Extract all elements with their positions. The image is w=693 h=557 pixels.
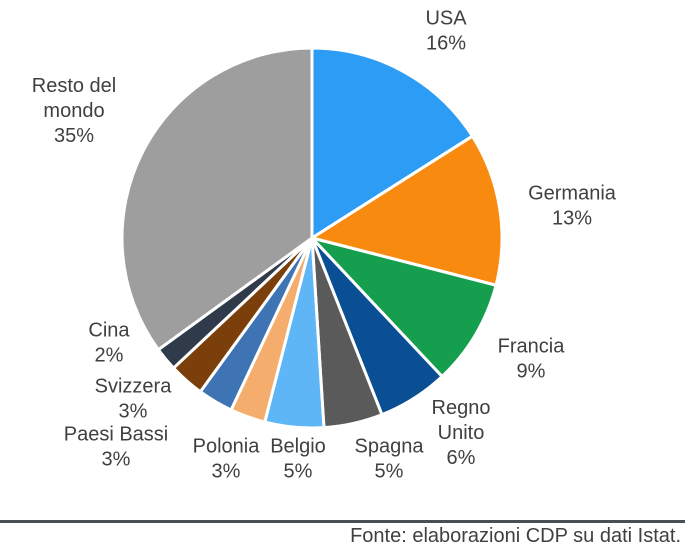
slice-label-svizzera: Svizzera 3% — [95, 376, 173, 423]
pie-slice-resto-del-mondo — [120, 46, 314, 352]
pie-slices — [120, 46, 504, 430]
pie-slice-germania — [310, 134, 504, 287]
slice-label-paesi-bassi: Paesi Bassi 3% — [64, 424, 169, 471]
slice-label-belgio: Belgio 5% — [270, 436, 326, 483]
slice-label-francia: Francia 9% — [498, 336, 566, 383]
pie-slice-usa — [310, 46, 474, 240]
slice-label-spagna: Spagna 5% — [355, 436, 425, 483]
source-note: Fonte: elaborazioni CDP su dati Istat. — [350, 525, 681, 547]
slice-label-cina: Cina 2% — [88, 320, 130, 367]
slice-label-resto-del-mondo: Resto del mondo 35% — [32, 75, 117, 147]
slice-label-usa: USA 16% — [425, 8, 467, 55]
pie-chart: USA 16% Germania 13% Francia 9%Regno Unito 6%Sp… — [32, 8, 617, 483]
slice-label-regno-unito: Regno Unito 6% — [432, 397, 491, 469]
slice-label-polonia: Polonia 3% — [193, 436, 261, 483]
source-divider — [0, 520, 685, 523]
slice-label-germania: Germania 13% — [528, 183, 617, 230]
pie-labels: USA 16% Germania 13% Francia 9%Regno Unito 6%Sp… — [32, 8, 617, 483]
pie-slice-francia — [310, 236, 498, 378]
